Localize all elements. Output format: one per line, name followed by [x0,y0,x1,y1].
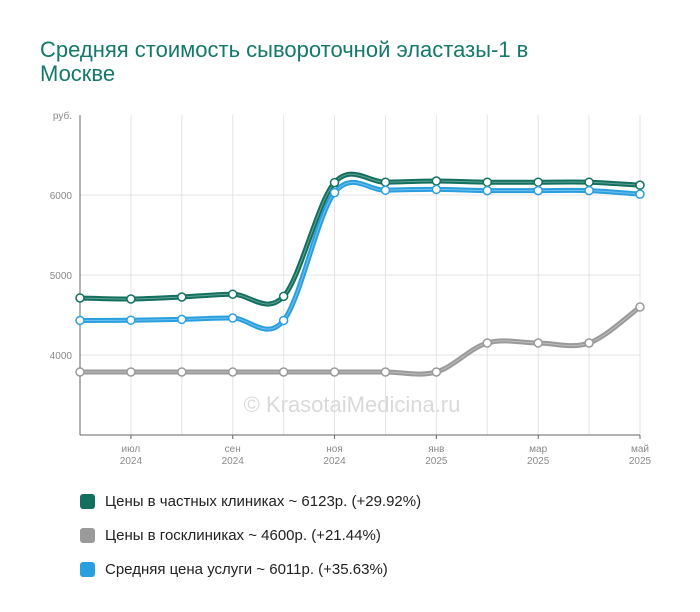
y-tick-label: 6000 [50,191,73,202]
x-tick-year: 2025 [527,456,550,467]
x-tick-month: сен [225,444,241,455]
chart-title: Средняя стоимость сывороточной эластазы-… [40,37,529,86]
x-tick-month: ноя [326,444,343,455]
x-tick-year: 2025 [425,456,448,467]
x-tick-month: май [631,444,649,455]
data-point-public[interactable] [431,367,442,377]
data-point-public[interactable] [635,302,645,312]
series-line-highlight-private [79,173,641,305]
data-point-average[interactable] [126,315,136,325]
data-point-public[interactable] [75,367,85,377]
y-tick-label: 5000 [50,271,73,282]
data-point-average[interactable] [177,314,187,325]
data-point-private[interactable] [75,293,85,303]
y-unit-label: руб. [53,110,72,122]
watermark-text: © KrasotaiMedicina.ru [244,392,461,417]
legend-item-average[interactable]: Средняя цена услуги ~ 6011р. (+35.63%) [80,552,421,586]
data-point-private[interactable] [635,180,645,190]
grid [79,115,641,435]
data-point-average[interactable] [380,185,391,195]
series-line-private [77,171,643,307]
axes [79,115,640,436]
data-point-average[interactable] [533,185,543,196]
series-line-average [77,179,643,332]
data-point-private[interactable] [482,177,493,187]
series-line-public [77,304,643,377]
tick-labels: 400050006000руб.июл2024сен2024ноя2024янв… [50,110,652,467]
data-point-average[interactable] [482,185,493,196]
data-point-public[interactable] [380,367,391,377]
legend: Цены в частных клиниках ~ 6123р. (+29.92… [80,484,421,586]
series-points [75,176,645,377]
x-tick-month: мар [529,444,547,455]
data-point-average[interactable] [431,184,442,195]
series-lines [77,171,643,377]
data-point-private[interactable] [227,289,238,299]
data-point-public[interactable] [329,367,340,377]
legend-item-public[interactable]: Цены в госклиниках ~ 4600р. (+21.44%) [80,518,421,552]
data-point-public[interactable] [533,338,543,348]
legend-label-private: Цены в частных клиниках ~ 6123р. (+29.92… [105,492,422,510]
data-point-average[interactable] [635,189,645,199]
series-line-highlight-average [79,181,641,330]
data-point-private[interactable] [329,177,340,188]
series-line-highlight-public [79,306,641,375]
data-point-public[interactable] [227,367,238,377]
legend-swatch-private [80,493,95,509]
x-tick-month: июл [122,444,141,455]
x-tick-year: 2024 [120,456,143,467]
data-point-average[interactable] [329,187,340,198]
x-tick-year: 2025 [629,456,652,467]
x-tick-year: 2024 [222,456,245,467]
data-point-public[interactable] [126,367,136,377]
legend-swatch-average [80,561,95,577]
legend-label-average: Средняя цена услуги ~ 6011р. (+35.63%) [105,560,388,578]
data-point-public[interactable] [278,367,289,377]
data-point-public[interactable] [482,338,493,348]
data-point-average[interactable] [75,315,85,326]
data-point-private[interactable] [431,176,442,186]
data-point-average[interactable] [584,185,594,196]
x-tick-year: 2024 [323,456,346,467]
data-point-average[interactable] [227,313,238,323]
data-point-public[interactable] [177,367,187,377]
data-point-private[interactable] [278,291,289,302]
data-point-private[interactable] [584,177,594,187]
data-point-private[interactable] [533,177,543,187]
data-point-private[interactable] [380,177,391,187]
data-point-private[interactable] [126,294,136,304]
data-point-private[interactable] [177,292,187,302]
legend-swatch-public [80,527,95,543]
y-tick-label: 4000 [50,351,73,362]
data-point-average[interactable] [278,315,289,326]
x-tick-month: янв [428,444,444,455]
legend-label-public: Цены в госклиниках ~ 4600р. (+21.44%) [105,526,381,544]
data-point-public[interactable] [584,338,594,348]
legend-item-private[interactable]: Цены в частных клиниках ~ 6123р. (+29.92… [80,484,421,518]
